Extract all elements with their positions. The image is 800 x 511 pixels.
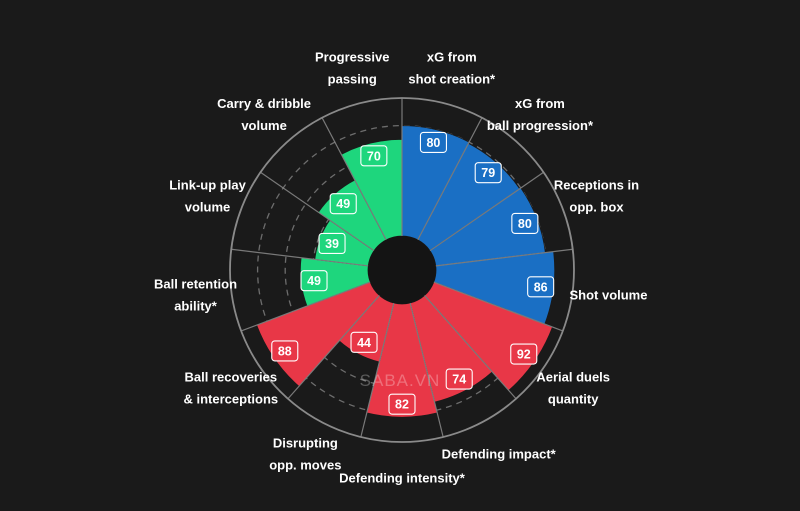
value-badge-aerial-duels-quantity: 92 <box>510 343 538 365</box>
watermark-text: SABA.VN <box>360 371 441 390</box>
spoke-line <box>433 281 564 332</box>
spoke-line <box>409 302 444 438</box>
value-label: 49 <box>336 197 350 211</box>
value-badge-defending-impact: 74 <box>445 368 473 390</box>
spoke-line <box>360 302 395 438</box>
value-badge-link-up-play-volume: 39 <box>318 232 346 255</box>
value-box <box>510 343 538 365</box>
value-box <box>474 162 502 184</box>
value-label: 79 <box>481 166 495 180</box>
value-label: 80 <box>426 136 440 150</box>
center-hole <box>368 236 436 304</box>
spoke-line <box>287 295 380 400</box>
spoke-line <box>429 171 544 252</box>
value-label: 39 <box>325 237 339 251</box>
spoke-line <box>417 117 483 241</box>
category-label-ball-recoveries-interceptions: Ball recoveries & interceptions <box>184 370 279 407</box>
value-label: 49 <box>307 274 321 288</box>
value-label: 88 <box>278 344 292 358</box>
value-badge-shot-volume: 86 <box>527 276 555 298</box>
bar-defending-intensity <box>366 302 438 418</box>
value-box <box>360 145 388 167</box>
spoke-line <box>231 248 369 267</box>
value-badge-ball-recoveries-interceptions: 88 <box>271 340 299 362</box>
values-layer: 80 79 80 86 92 74 82 44 88 49 39 49 70 <box>271 131 555 415</box>
category-label-xg-from-ball-progression: xG from ball progression* <box>487 96 594 133</box>
category-label-aerial-duels-quantity: Aerial duels quantity <box>536 370 610 407</box>
value-box <box>350 331 378 353</box>
spokes-layer <box>231 98 573 438</box>
value-box <box>300 270 328 292</box>
spoke-line <box>321 117 387 241</box>
spoke-line <box>435 248 573 267</box>
category-label-defending-impact: Defending impact* <box>442 447 557 462</box>
value-badge-carry-dribble-volume: 49 <box>329 193 357 215</box>
value-label: 80 <box>518 217 532 231</box>
bar-shot-volume <box>433 251 556 325</box>
value-label: 70 <box>367 149 381 163</box>
value-label: 86 <box>534 280 548 294</box>
value-badge-receptions-in-opp-box: 80 <box>511 212 539 234</box>
value-label: 44 <box>357 336 371 350</box>
value-badge-xg-from-ball-progression: 79 <box>474 162 502 184</box>
category-label-xg-from-shot-creation: xG from shot creation* <box>408 50 496 87</box>
labels-layer: xG from shot creation* xG from ball progres… <box>154 50 648 486</box>
value-box <box>527 276 555 298</box>
value-badge-defending-intensity: 82 <box>388 393 416 415</box>
value-label: 74 <box>452 373 466 387</box>
category-label-defending-intensity: Defending intensity* <box>339 471 466 486</box>
spoke-line <box>260 171 375 252</box>
value-label: 82 <box>395 398 409 412</box>
category-label-progressive-passing: Progressive passing <box>315 50 389 87</box>
value-box <box>271 340 299 362</box>
value-badge-xg-from-shot-creation: 80 <box>419 131 447 153</box>
category-label-carry-dribble-volume: Carry & dribble volume <box>217 96 311 133</box>
category-label-receptions-in-opp-box: Receptions in opp. box <box>554 178 639 215</box>
category-label-link-up-play-volume: Link-up play volume <box>169 178 246 215</box>
value-box <box>511 212 539 234</box>
category-label-disrupting-opp-moves: Disrupting opp. moves <box>269 436 341 473</box>
value-box <box>445 368 473 390</box>
value-badge-progressive-passing: 70 <box>360 145 388 167</box>
category-label-shot-volume: Shot volume <box>569 288 647 303</box>
category-label-ball-retention-ability: Ball retention ability* <box>154 277 237 314</box>
value-label: 92 <box>517 348 531 362</box>
value-box <box>318 232 346 255</box>
value-box <box>419 131 447 153</box>
value-box <box>388 393 416 415</box>
value-badge-ball-retention-ability: 49 <box>300 270 328 292</box>
spoke-line <box>240 281 371 332</box>
spoke-line <box>424 295 517 400</box>
value-box <box>329 193 357 215</box>
value-badge-disrupting-opp-moves: 44 <box>350 331 378 353</box>
